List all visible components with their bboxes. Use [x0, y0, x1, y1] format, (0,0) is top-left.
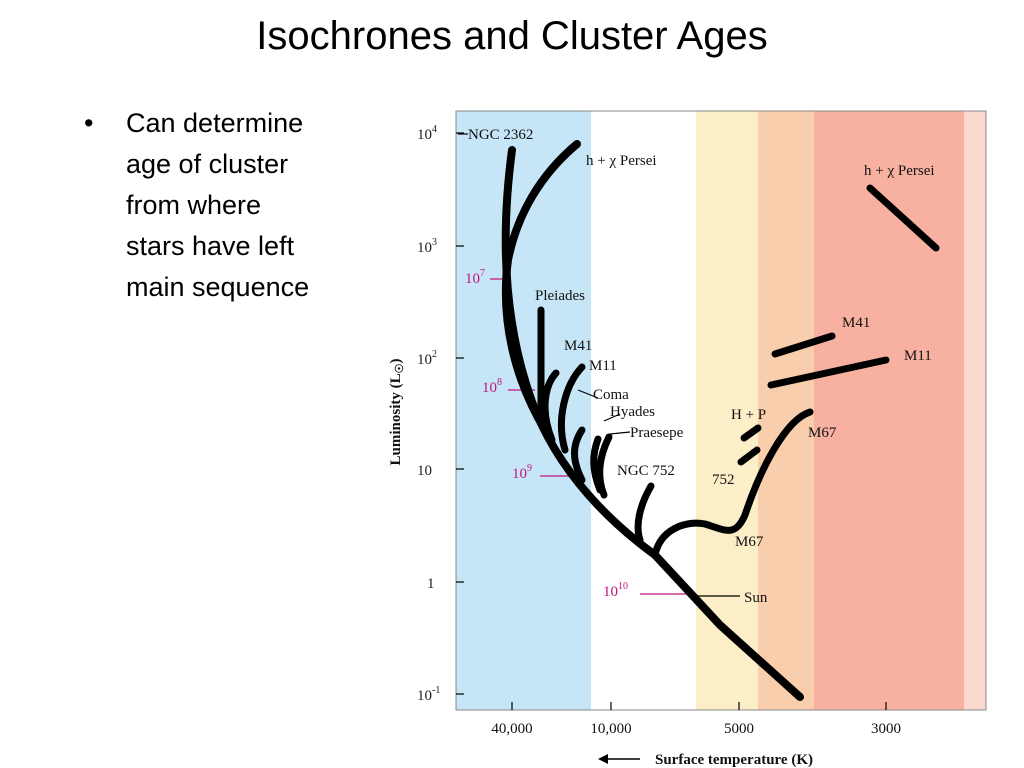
bullet-marker: •: [84, 108, 94, 138]
track-m41-giant: [771, 332, 836, 358]
y-tick-label: 102: [417, 349, 437, 368]
y-tick-label: 10-1: [417, 685, 440, 704]
label-ngc752: NGC 752: [617, 463, 675, 479]
track-m11: [557, 363, 586, 454]
age-labels: 107 108 109 1010: [465, 268, 628, 600]
track-ngc752: [634, 482, 655, 544]
track-m41: [541, 369, 560, 444]
x-axis-arrow-icon: [598, 754, 608, 764]
x-tick-label: 40,000: [491, 721, 532, 737]
axis-ticks: [456, 132, 887, 710]
track-m67: [651, 408, 814, 559]
track-m11-giant: [767, 356, 890, 389]
track-hx-persei-giant: [866, 184, 940, 252]
label-coma: Coma: [593, 387, 629, 403]
y-tick-label: 1: [427, 576, 435, 592]
label-ngc2362: NGC 2362: [468, 127, 533, 143]
red-edge-band: [964, 111, 986, 710]
age-label: 1010: [603, 581, 628, 600]
x-tick-label: 10,000: [590, 721, 631, 737]
label-752: 752: [712, 472, 735, 488]
label-praesepe: Praesepe: [630, 425, 684, 441]
y-axis-label: Luminosity (L☉): [388, 359, 406, 466]
leader-hyades: [603, 413, 621, 422]
x-axis-label: Surface temperature (K): [655, 752, 813, 768]
x-tick-labels: 40,000 10,000 5000 3000: [491, 721, 901, 737]
red-band: [814, 111, 964, 710]
label-m41-giant: M41: [842, 315, 870, 331]
label-m11: M11: [589, 358, 617, 374]
main-sequence-lower: [651, 551, 804, 701]
white-band: [591, 111, 696, 710]
bullet-item: • Can determine age of cluster from wher…: [84, 103, 384, 308]
label-pleiades: Pleiades: [535, 288, 585, 304]
age-label: 108: [482, 377, 502, 396]
leader-praesepe: [609, 431, 631, 435]
cluster-labels: NGC 2362 h + χ Persei h + χ Persei Pleia…: [468, 127, 935, 606]
y-tick-label: 10: [417, 463, 432, 479]
leader-coma: [577, 389, 599, 399]
label-m41: M41: [564, 338, 592, 354]
track-praesepe: [596, 433, 613, 499]
label-hyades: Hyades: [610, 404, 655, 420]
label-hx-persei-giant: h + χ Persei: [864, 163, 935, 179]
track-hp: [740, 424, 762, 442]
label-hp: H + P: [731, 407, 766, 423]
y-tick-label: 103: [417, 237, 437, 256]
label-m11-giant: M11: [904, 348, 932, 364]
x-tick-label: 5000: [724, 721, 754, 737]
plot-frame: [455, 110, 987, 711]
leader-lines: [458, 133, 740, 597]
track-coma: [571, 426, 586, 484]
y-tick-label: 104: [417, 124, 437, 143]
isochrone-tracks: [501, 140, 940, 701]
age-label: 107: [465, 268, 485, 287]
label-hx-persei: h + χ Persei: [586, 153, 657, 169]
bullet-text: Can determine age of cluster from where …: [126, 108, 310, 302]
x-tick-label: 3000: [871, 721, 901, 737]
y-tick-labels: 104 103 102 10 1 10-1: [417, 124, 440, 704]
track-hx-persei: [501, 140, 581, 434]
slide-title: Isochrones and Cluster Ages: [256, 14, 768, 58]
label-m67: M67: [735, 534, 764, 550]
age-label: 109: [512, 463, 532, 482]
bullet-list: • Can determine age of cluster from wher…: [84, 103, 384, 308]
label-m67-giant: M67: [808, 425, 837, 441]
track-752: [737, 446, 761, 466]
hot-band: [456, 111, 591, 710]
label-sun: Sun: [744, 590, 768, 606]
